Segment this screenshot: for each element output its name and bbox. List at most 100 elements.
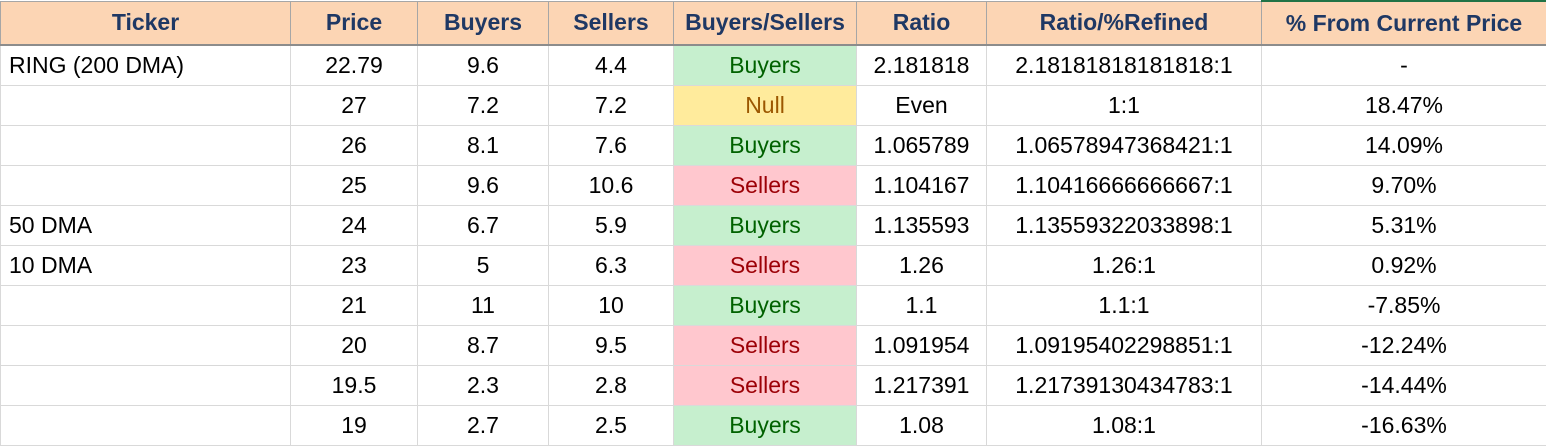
cell-ratio-refined[interactable]: 1.08:1 [987, 406, 1262, 446]
cell-buyers-sellers[interactable]: Buyers [674, 406, 857, 446]
cell-sellers[interactable]: 7.6 [549, 126, 674, 166]
cell-pct-from-current[interactable]: - [1262, 45, 1546, 86]
header-sellers[interactable]: Sellers [549, 1, 674, 45]
cell-price[interactable]: 20 [291, 326, 418, 366]
cell-sellers[interactable]: 7.2 [549, 86, 674, 126]
cell-sellers[interactable]: 2.5 [549, 406, 674, 446]
cell-sellers[interactable]: 10.6 [549, 166, 674, 206]
cell-sellers[interactable]: 9.5 [549, 326, 674, 366]
cell-ratio-refined[interactable]: 2.18181818181818:1 [987, 45, 1262, 86]
cell-ratio[interactable]: 1.217391 [857, 366, 987, 406]
cell-pct-from-current[interactable]: -14.44% [1262, 366, 1546, 406]
cell-ticker[interactable] [1, 286, 291, 326]
cell-ratio-refined[interactable]: 1.1:1 [987, 286, 1262, 326]
cell-ratio[interactable]: 1.26 [857, 246, 987, 286]
cell-buyers[interactable]: 7.2 [418, 86, 549, 126]
cell-ratio-refined[interactable]: 1:1 [987, 86, 1262, 126]
cell-buyers-sellers[interactable]: Sellers [674, 366, 857, 406]
cell-buyers[interactable]: 8.1 [418, 126, 549, 166]
cell-price[interactable]: 19 [291, 406, 418, 446]
cell-ratio[interactable]: 1.065789 [857, 126, 987, 166]
cell-price[interactable]: 26 [291, 126, 418, 166]
cell-buyers[interactable]: 5 [418, 246, 549, 286]
cell-buyers[interactable]: 2.3 [418, 366, 549, 406]
cell-ticker[interactable] [1, 86, 291, 126]
cell-ratio-refined[interactable]: 1.26:1 [987, 246, 1262, 286]
cell-buyers[interactable]: 8.7 [418, 326, 549, 366]
cell-buyers-sellers[interactable]: Sellers [674, 246, 857, 286]
cell-sellers[interactable]: 6.3 [549, 246, 674, 286]
cell-ticker[interactable]: 10 DMA [1, 246, 291, 286]
cell-price[interactable]: 24 [291, 206, 418, 246]
cell-buyers[interactable]: 2.7 [418, 406, 549, 446]
cell-ticker[interactable] [1, 126, 291, 166]
cell-pct-from-current[interactable]: 5.31% [1262, 206, 1546, 246]
cell-price[interactable]: 27 [291, 86, 418, 126]
cell-price[interactable]: 25 [291, 166, 418, 206]
cell-ratio[interactable]: 1.104167 [857, 166, 987, 206]
cell-ticker[interactable] [1, 406, 291, 446]
cell-buyers-sellers[interactable]: Sellers [674, 166, 857, 206]
cell-buyers-sellers[interactable]: Buyers [674, 126, 857, 166]
header-pct-from-current[interactable]: % From Current Price [1262, 1, 1546, 45]
header-price[interactable]: Price [291, 1, 418, 45]
cell-ticker[interactable] [1, 326, 291, 366]
cell-ratio-refined[interactable]: 1.21739130434783:1 [987, 366, 1262, 406]
cell-price[interactable]: 22.79 [291, 45, 418, 86]
cell-ticker[interactable]: 50 DMA [1, 206, 291, 246]
cell-pct-from-current[interactable]: -7.85% [1262, 286, 1546, 326]
cell-price[interactable]: 21 [291, 286, 418, 326]
cell-sellers[interactable]: 5.9 [549, 206, 674, 246]
cell-ratio[interactable]: Even [857, 86, 987, 126]
cell-pct-from-current[interactable]: -12.24% [1262, 326, 1546, 366]
cell-ticker[interactable] [1, 366, 291, 406]
cell-sellers[interactable]: 2.8 [549, 366, 674, 406]
cell-sellers[interactable]: 10 [549, 286, 674, 326]
cell-ratio-refined[interactable]: 1.09195402298851:1 [987, 326, 1262, 366]
cell-sellers[interactable]: 4.4 [549, 45, 674, 86]
cell-buyers-sellers[interactable]: Buyers [674, 45, 857, 86]
cell-buyers-sellers[interactable]: Null [674, 86, 857, 126]
cell-buyers-sellers[interactable]: Sellers [674, 326, 857, 366]
header-row: Ticker Price Buyers Sellers Buyers/Selle… [1, 1, 1546, 45]
cell-pct-from-current[interactable]: 18.47% [1262, 86, 1546, 126]
cell-ratio-refined[interactable]: 1.10416666666667:1 [987, 166, 1262, 206]
header-ratio-refined[interactable]: Ratio/%Refined [987, 1, 1262, 45]
cell-buyers-sellers[interactable]: Buyers [674, 286, 857, 326]
cell-buyers[interactable]: 9.6 [418, 166, 549, 206]
table-header: Ticker Price Buyers Sellers Buyers/Selle… [1, 1, 1546, 45]
cell-pct-from-current[interactable]: 14.09% [1262, 126, 1546, 166]
cell-pct-from-current[interactable]: 0.92% [1262, 246, 1546, 286]
cell-ratio[interactable]: 1.1 [857, 286, 987, 326]
cell-ratio[interactable]: 1.135593 [857, 206, 987, 246]
cell-ticker[interactable] [1, 166, 291, 206]
header-buyers-sellers[interactable]: Buyers/Sellers [674, 1, 857, 45]
cell-pct-from-current[interactable]: 9.70% [1262, 166, 1546, 206]
cell-buyers[interactable]: 9.6 [418, 45, 549, 86]
cell-buyers-sellers[interactable]: Buyers [674, 206, 857, 246]
cell-ratio[interactable]: 1.091954 [857, 326, 987, 366]
cell-pct-from-current[interactable]: -16.63% [1262, 406, 1546, 446]
header-ticker[interactable]: Ticker [1, 1, 291, 45]
cell-ratio[interactable]: 2.181818 [857, 45, 987, 86]
cell-ratio[interactable]: 1.08 [857, 406, 987, 446]
cell-buyers[interactable]: 6.7 [418, 206, 549, 246]
cell-ticker[interactable]: RING (200 DMA) [1, 45, 291, 86]
cell-buyers[interactable]: 11 [418, 286, 549, 326]
cell-ratio-refined[interactable]: 1.06578947368421:1 [987, 126, 1262, 166]
header-ratio[interactable]: Ratio [857, 1, 987, 45]
cell-ratio-refined[interactable]: 1.13559322033898:1 [987, 206, 1262, 246]
header-buyers[interactable]: Buyers [418, 1, 549, 45]
cell-price[interactable]: 19.5 [291, 366, 418, 406]
cell-price[interactable]: 23 [291, 246, 418, 286]
